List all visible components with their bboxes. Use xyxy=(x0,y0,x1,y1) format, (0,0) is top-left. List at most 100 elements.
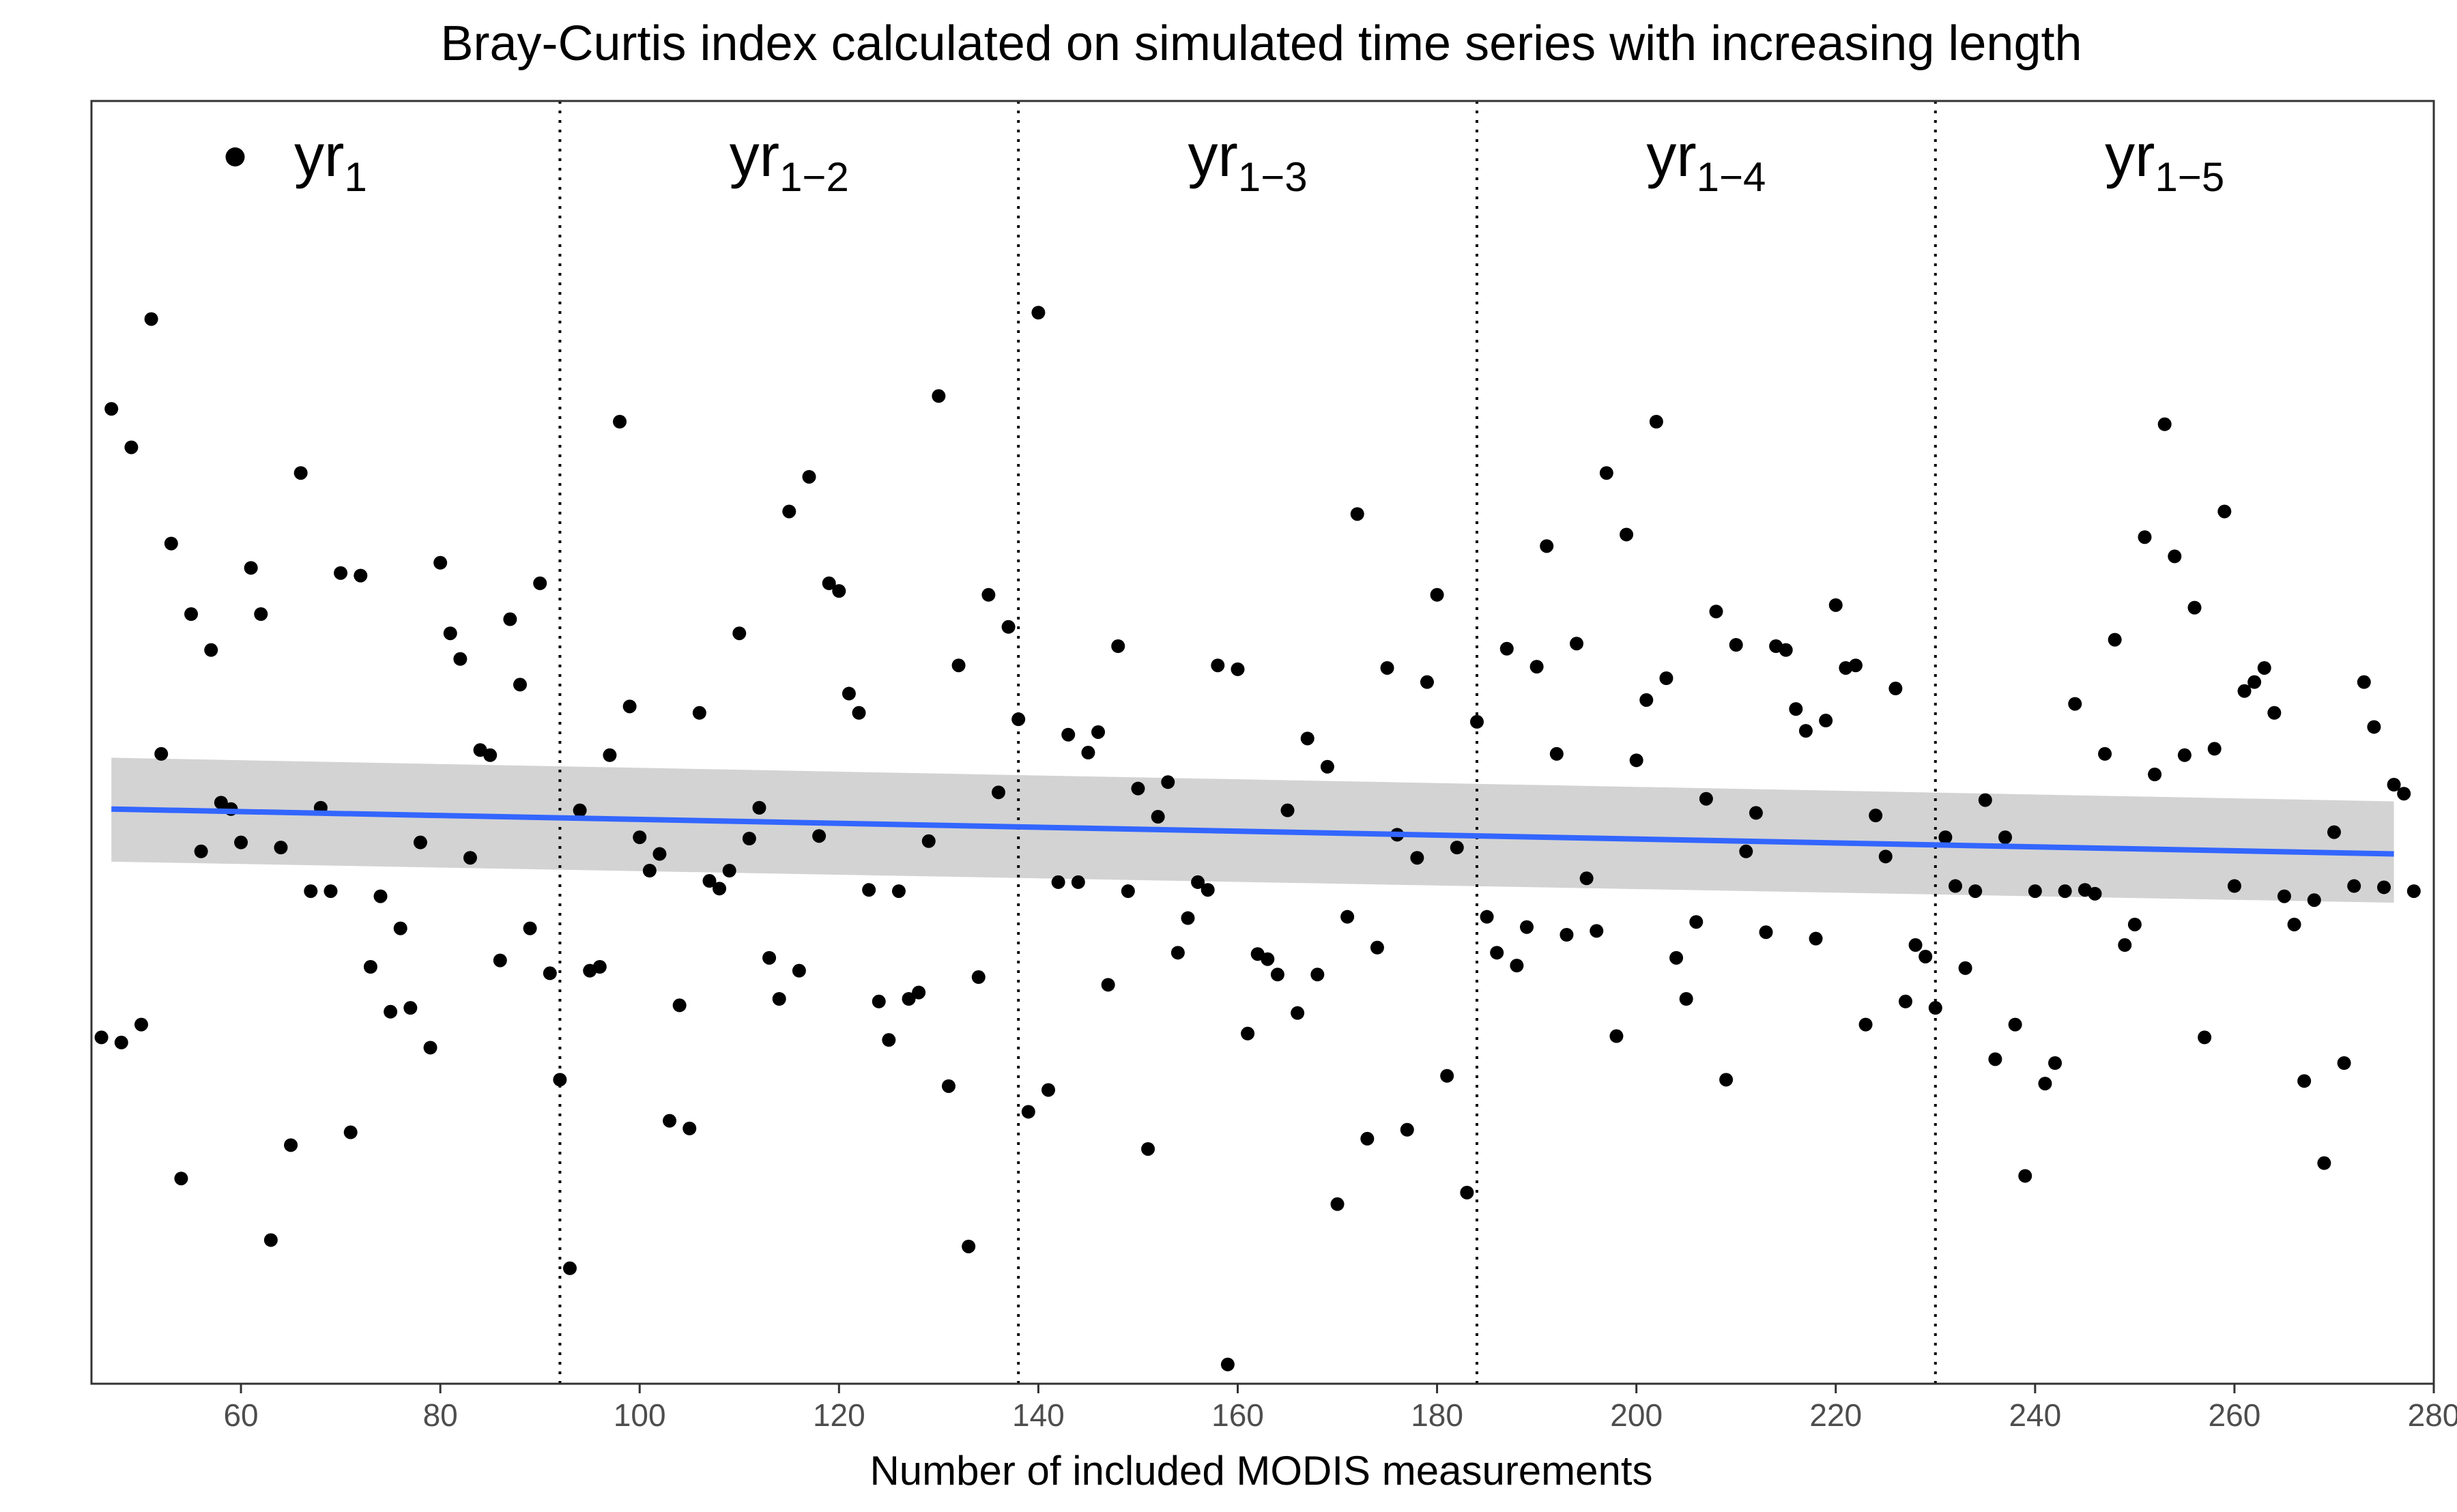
data-point xyxy=(114,1035,128,1049)
period-label: yr1−3 xyxy=(1188,121,1308,200)
data-point xyxy=(1649,415,1663,428)
data-point xyxy=(2088,886,2102,901)
data-point xyxy=(713,882,727,896)
data-point xyxy=(642,864,657,877)
x-tick-label: 100 xyxy=(614,1397,666,1433)
data-point xyxy=(1041,1083,1056,1097)
data-point xyxy=(563,1261,577,1275)
data-point xyxy=(1570,637,1584,651)
data-point xyxy=(413,835,427,849)
data-point xyxy=(2008,1017,2022,1032)
data-point xyxy=(1919,949,1933,963)
data-point xyxy=(154,746,169,761)
x-tick-label: 60 xyxy=(223,1397,258,1433)
data-point xyxy=(1798,724,1813,738)
data-point xyxy=(622,699,637,714)
data-point xyxy=(2247,675,2262,689)
data-point xyxy=(453,652,468,666)
data-point xyxy=(1689,915,1704,929)
data-point xyxy=(802,469,816,484)
data-point xyxy=(2307,893,2321,907)
period-label: yr1−5 xyxy=(2105,121,2224,200)
data-point xyxy=(254,607,268,621)
data-point xyxy=(1699,791,1713,806)
data-point xyxy=(1888,682,1903,696)
data-point xyxy=(164,536,178,551)
data-point xyxy=(613,415,627,428)
data-point xyxy=(592,960,607,974)
data-point xyxy=(603,748,617,762)
data-point xyxy=(832,584,846,598)
data-point xyxy=(2227,879,2241,893)
data-point xyxy=(1620,527,1634,542)
data-point xyxy=(134,1017,149,1032)
data-point xyxy=(403,1001,418,1015)
data-point xyxy=(742,832,756,845)
data-point xyxy=(184,607,199,621)
data-point xyxy=(772,992,786,1006)
data-point xyxy=(2187,600,2202,615)
data-point xyxy=(1091,725,1106,739)
x-axis-title: Number of included MODIS measurements xyxy=(870,1448,1652,1494)
data-point xyxy=(1410,851,1424,865)
data-point xyxy=(1958,961,1972,975)
data-point xyxy=(1440,1068,1454,1083)
period-labels-layer: yr1 yr1−2 yr1−3 yr1−4 yr1−5 xyxy=(225,121,2224,200)
data-point xyxy=(1819,714,1833,728)
data-point xyxy=(1809,931,1823,946)
data-point xyxy=(1231,662,1245,676)
data-point xyxy=(384,1004,398,1019)
data-point xyxy=(1320,759,1334,774)
data-point xyxy=(1340,910,1355,924)
x-tick-label: 260 xyxy=(2209,1397,2261,1433)
data-point xyxy=(1380,660,1394,675)
data-point xyxy=(1131,781,1145,796)
data-point xyxy=(971,970,986,985)
data-point xyxy=(443,626,457,641)
data-point xyxy=(1330,1197,1345,1211)
data-point xyxy=(1978,793,1992,807)
period-label: yr1 xyxy=(294,121,367,200)
data-point xyxy=(1151,810,1165,824)
data-point xyxy=(2058,884,2072,899)
data-point xyxy=(1490,946,1504,960)
data-point xyxy=(2068,697,2082,711)
x-tick-label: 180 xyxy=(1411,1397,1463,1433)
data-point xyxy=(1629,753,1643,768)
data-point xyxy=(1111,639,1125,653)
data-point xyxy=(682,1121,697,1135)
data-point xyxy=(1001,620,1016,634)
data-point xyxy=(991,785,1005,800)
data-point xyxy=(2376,880,2391,895)
data-point xyxy=(2198,1030,2212,1045)
data-point xyxy=(2177,748,2192,762)
data-point xyxy=(1430,587,1444,602)
data-point xyxy=(1739,844,1753,858)
x-tick-label: 240 xyxy=(2009,1397,2061,1433)
data-point xyxy=(214,796,228,810)
data-point xyxy=(1679,992,1693,1006)
data-point xyxy=(263,1233,278,1247)
data-point xyxy=(343,1125,358,1139)
data-point xyxy=(393,921,407,935)
data-point xyxy=(1729,638,1743,652)
data-point xyxy=(1599,466,1613,480)
data-point xyxy=(1789,702,1803,716)
data-point xyxy=(1061,727,1076,742)
data-point xyxy=(1609,1029,1624,1043)
data-point xyxy=(782,504,796,519)
data-point xyxy=(2098,746,2112,761)
data-point xyxy=(981,587,996,602)
data-point xyxy=(363,960,377,974)
data-point xyxy=(543,966,557,980)
data-point xyxy=(513,678,527,692)
x-tick-label: 80 xyxy=(423,1397,458,1433)
data-point xyxy=(124,440,139,454)
data-point xyxy=(912,985,926,1000)
data-point xyxy=(1948,879,1962,893)
data-point xyxy=(194,844,208,858)
data-point xyxy=(1510,959,1524,973)
data-point xyxy=(2127,917,2142,931)
data-point xyxy=(1191,875,1205,889)
